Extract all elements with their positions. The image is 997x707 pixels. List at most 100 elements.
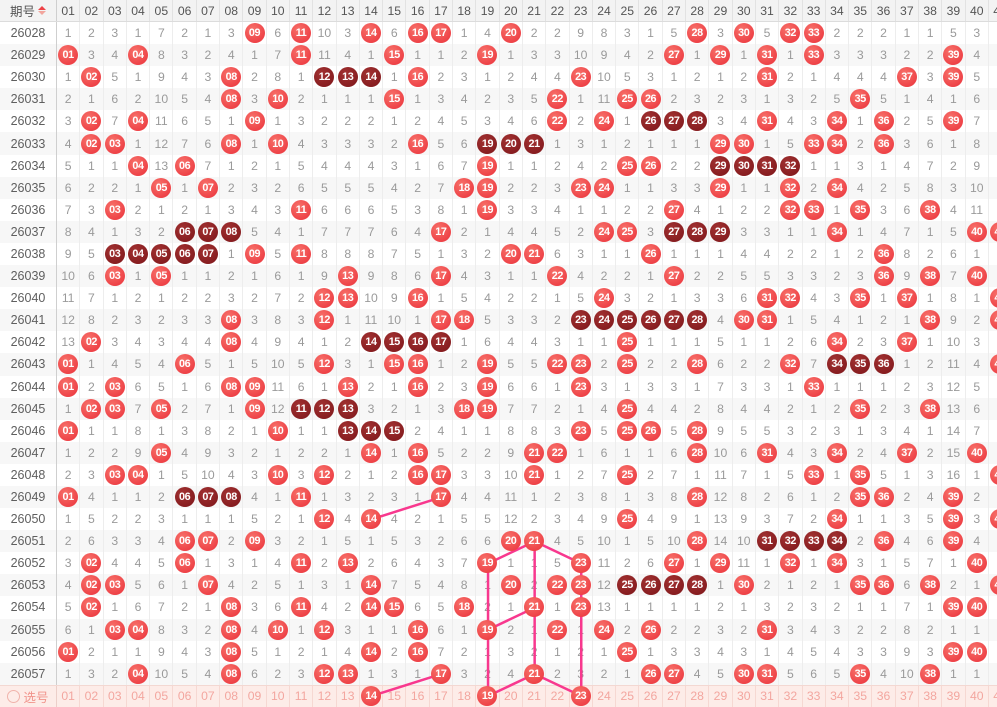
footer-number[interactable]: 24 [593, 685, 617, 707]
footer-number[interactable]: 12 [313, 685, 337, 707]
chart-row: 26053 4 02 03 5 6 1 07 4 2 5 1 3 1 14 7 5 4 8 1 20 2 22 23 12 25 2… [0, 574, 997, 597]
footer-number[interactable]: 31 [756, 685, 780, 707]
ball-cell: 32 [779, 552, 803, 575]
footer-number[interactable]: 27 [663, 685, 687, 707]
miss-count: 1 [639, 640, 663, 663]
footer-number[interactable]: 33 [803, 685, 826, 707]
footer-number[interactable]: 18 [453, 685, 477, 707]
drawn-ball: 12 [314, 288, 335, 309]
footer-number[interactable]: 28 [686, 685, 710, 707]
footer-number[interactable]: 09 [243, 685, 267, 707]
column-header-02: 02 [80, 0, 104, 21]
footer-number[interactable]: 40 [966, 685, 989, 707]
footer-number[interactable]: 26 [639, 685, 663, 707]
footer-number[interactable]: 01 [57, 685, 81, 707]
miss-count: 2 [476, 88, 500, 111]
drawn-ball: 08 [221, 332, 242, 353]
ball-cell: 16 [406, 618, 430, 641]
miss-count: 4 [57, 574, 81, 597]
footer-number[interactable]: 04 [127, 685, 151, 707]
footer-number[interactable]: 06 [173, 685, 197, 707]
miss-count: 5 [639, 530, 663, 553]
column-header-clipped: 41 [989, 0, 997, 21]
footer-number[interactable]: 30 [733, 685, 756, 707]
chart-row: 26043 01 1 4 5 4 06 5 1 5 10 5 12 3 1 15 16 1 2 19 5 5 22 23 2 25… [0, 353, 997, 376]
miss-count: 1 [570, 397, 593, 420]
miss-count: 3 [872, 419, 896, 442]
miss-count: 2 [127, 198, 151, 221]
footer-number[interactable]: 11 [290, 685, 314, 707]
ball-cell: 05 [150, 441, 174, 464]
footer-selected-ball[interactable]: 14 [360, 685, 384, 707]
ball-cell: 01 [57, 485, 81, 509]
miss-count: 4 [872, 441, 896, 464]
issue-header[interactable]: 期号 [0, 0, 57, 21]
footer-number[interactable]: 39 [942, 685, 966, 707]
drawn-ball-streak: 24 [593, 310, 614, 331]
drawn-ball: 09 [244, 398, 265, 419]
footer-number[interactable]: 03 [104, 685, 127, 707]
ball-cell: 02 [80, 110, 104, 133]
footer-number[interactable]: 22 [546, 685, 570, 707]
footer-number[interactable]: 07 [197, 685, 221, 707]
footer-number[interactable]: 29 [709, 685, 733, 707]
miss-count: 1 [639, 596, 663, 619]
footer-number[interactable]: 02 [80, 685, 104, 707]
miss-count: 10 [733, 530, 756, 553]
footer-number[interactable]: 20 [500, 685, 523, 707]
footer-number[interactable]: 32 [779, 685, 803, 707]
ball-cell: 07 [197, 574, 221, 597]
sort-icon[interactable] [38, 6, 46, 15]
footer-number[interactable]: 34 [826, 685, 850, 707]
footer-number[interactable]: 17 [430, 685, 454, 707]
miss-count: 3 [733, 88, 756, 111]
footer-clipped-cell[interactable]: 41 [989, 686, 997, 707]
drawn-ball-streak: 28 [687, 310, 708, 331]
footer-number[interactable]: 36 [872, 685, 896, 707]
drawn-ball: 35 [850, 89, 871, 110]
chart-row: 26050 1 5 2 2 3 1 1 1 5 2 1 12 4 14 4 2 1 5 5 12 2 3 4 9 25 4 9 1 13 9… [0, 508, 997, 531]
miss-count: 1 [406, 309, 430, 332]
footer-number[interactable]: 13 [337, 685, 360, 707]
drawn-ball: 12 [314, 619, 335, 640]
miss-count: 3 [872, 640, 896, 663]
footer-number[interactable]: 10 [267, 685, 290, 707]
miss-count: 2 [779, 242, 803, 266]
miss-count: 1 [523, 154, 547, 177]
footer-number[interactable]: 21 [523, 685, 547, 707]
footer-number[interactable]: 16 [406, 685, 430, 707]
miss-count: 2 [826, 397, 850, 420]
footer-selected-ball[interactable]: 19 [476, 685, 500, 707]
miss-count: 1 [80, 618, 104, 641]
miss-count: 7 [360, 220, 384, 243]
footer-number[interactable]: 35 [849, 685, 873, 707]
miss-count: 3 [966, 508, 989, 531]
ball-cell: 15 [383, 331, 407, 354]
miss-count: 7 [453, 552, 477, 575]
miss-count: 5 [872, 88, 896, 111]
miss-count: 1 [942, 552, 966, 575]
ball-cell: 09 [243, 110, 267, 133]
ball-cell: 17 [430, 331, 454, 354]
miss-count: 8 [150, 618, 174, 641]
miss-count: 11 [500, 485, 523, 509]
radio-icon[interactable] [7, 689, 21, 703]
footer-number[interactable]: 15 [383, 685, 407, 707]
miss-count: 4 [570, 154, 593, 177]
footer-number[interactable]: 08 [220, 685, 244, 707]
miss-count: 6 [127, 375, 151, 398]
ball-cell: 31 [756, 287, 780, 310]
footer-number[interactable]: 05 [150, 685, 174, 707]
drawn-ball: 07 [197, 531, 218, 552]
drawn-ball: 34 [826, 442, 847, 463]
miss-count: 2 [104, 441, 127, 464]
ball-cell: 33 [803, 44, 826, 67]
select-label-cell[interactable]: 选号 [0, 685, 57, 707]
footer-number[interactable]: 38 [919, 685, 943, 707]
footer-selected-ball[interactable]: 23 [570, 685, 593, 707]
footer-number[interactable]: 25 [616, 685, 640, 707]
footer-number[interactable]: 37 [896, 685, 919, 707]
miss-count: 5 [709, 662, 733, 685]
miss-count: 2 [570, 110, 593, 133]
drawn-ball: 24 [593, 177, 614, 198]
